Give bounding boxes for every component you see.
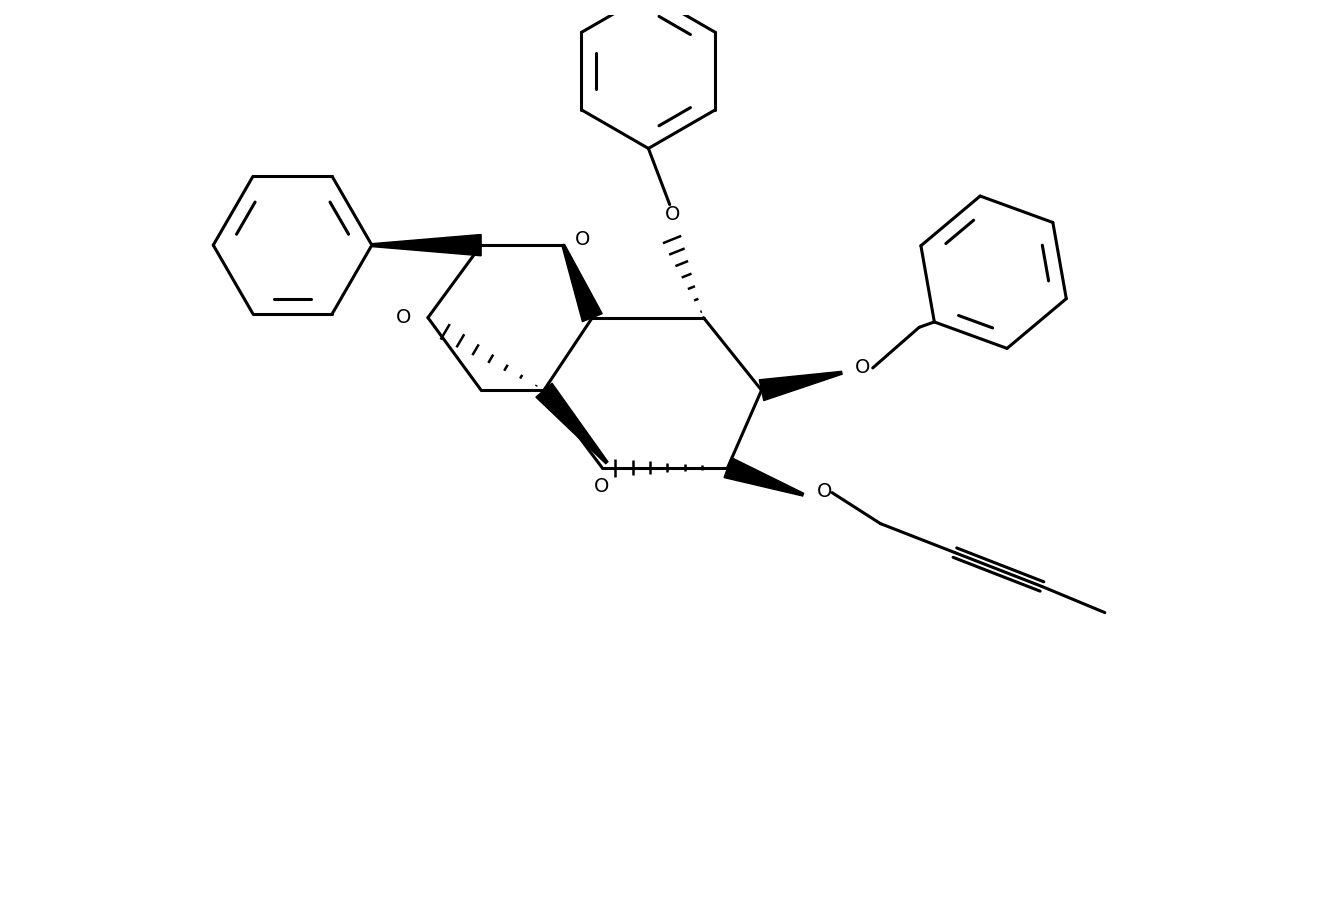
Text: O: O <box>594 478 610 497</box>
Polygon shape <box>562 244 602 321</box>
Text: O: O <box>817 482 832 501</box>
Text: O: O <box>396 308 412 327</box>
Polygon shape <box>372 234 480 256</box>
Text: O: O <box>576 230 590 249</box>
Polygon shape <box>536 383 609 464</box>
Polygon shape <box>759 371 842 400</box>
Polygon shape <box>725 458 804 496</box>
Text: O: O <box>855 359 871 378</box>
Text: O: O <box>665 204 680 223</box>
